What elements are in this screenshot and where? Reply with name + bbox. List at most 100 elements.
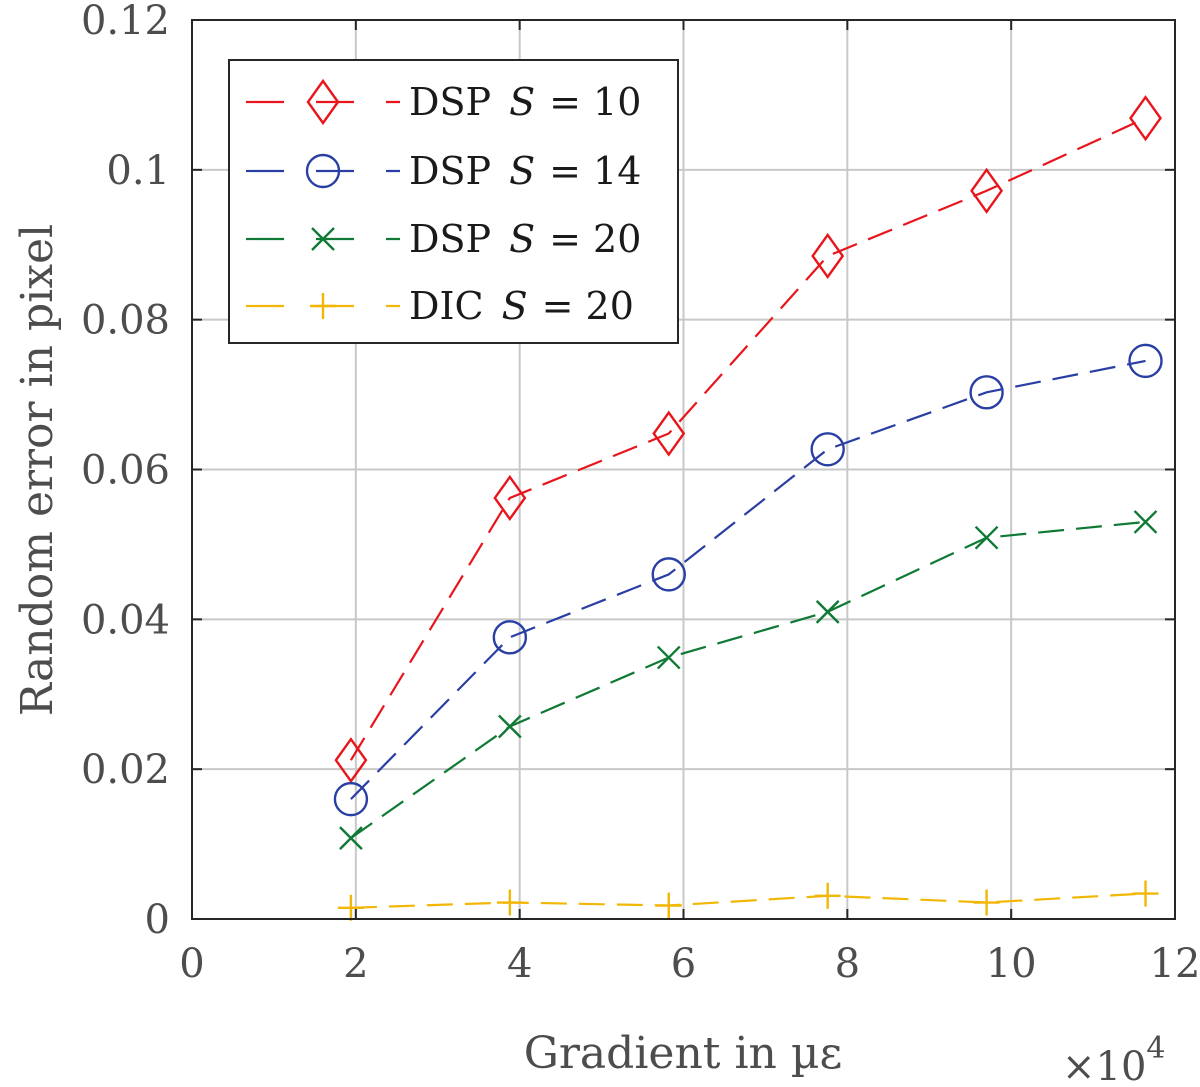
y-axis-label: Random error in pixel (12, 224, 63, 716)
data-point (497, 714, 522, 739)
series-2 (333, 343, 1163, 817)
series-line (350, 892, 1146, 909)
data-point (814, 882, 841, 909)
x-tick-label: 8 (835, 941, 860, 987)
y-tick-label: 0.12 (81, 0, 170, 44)
data-point (339, 826, 363, 850)
legend-variable: S (502, 284, 528, 328)
series-line (350, 359, 1146, 800)
x-tick-label: 2 (343, 941, 368, 987)
legend-value: = 20 (549, 217, 641, 261)
y-tick-label: 0.02 (81, 747, 170, 793)
legend-value: = 10 (549, 80, 641, 124)
data-point (496, 889, 523, 916)
data-point (969, 375, 1004, 410)
x-marker-stroke (497, 714, 522, 739)
diamond-marker-shape (652, 410, 686, 457)
x-axis-multiplier-base: ×10 (1062, 1044, 1146, 1087)
legend-entry-4: DIC S = 20 (246, 284, 634, 328)
x-marker-stroke (815, 599, 840, 624)
legend-label: DSP S = 10 (409, 80, 641, 124)
circle-marker-shape (810, 432, 845, 467)
data-point (970, 167, 1004, 214)
diamond-marker-shape (493, 474, 527, 522)
data-point (656, 645, 681, 670)
data-point (655, 892, 682, 919)
x-axis-label: Gradient in µε (524, 1028, 842, 1079)
data-point (652, 410, 686, 457)
data-point (651, 557, 686, 592)
diamond-marker-shape (306, 78, 340, 126)
y-tick-label: 0.06 (81, 448, 170, 494)
legend-marker (305, 153, 341, 189)
data-point (492, 620, 528, 655)
legend-entry-2: DSP S = 14 (246, 149, 641, 193)
legend-label: DSP S = 20 (409, 217, 641, 261)
y-tick-label: 0.08 (81, 298, 170, 344)
data-point (974, 525, 999, 550)
legend-method: DSP (409, 149, 491, 193)
x-marker-stroke (339, 826, 363, 850)
x-marker-stroke (974, 525, 999, 550)
x-marker-stroke (1133, 510, 1158, 534)
legend-value: = 14 (549, 149, 641, 193)
x-tick-label: 6 (671, 941, 696, 987)
diamond-marker-shape (1129, 95, 1162, 142)
legend-entry-3: DSP S = 20 (246, 217, 641, 261)
data-point (334, 737, 368, 784)
legend-variable: S (509, 217, 535, 261)
series-line (350, 520, 1146, 840)
data-point (1129, 95, 1162, 142)
x-tick-label: 12 (1150, 941, 1200, 987)
legend-box (228, 59, 679, 344)
x-axis-multiplier-exponent: 4 (1146, 1031, 1165, 1066)
series-3 (339, 510, 1158, 850)
data-point (337, 894, 364, 921)
series-1 (334, 95, 1162, 784)
circle-marker-shape (305, 153, 341, 189)
diamond-marker-shape (811, 232, 845, 280)
legend-variable: S (509, 80, 535, 124)
data-point (1133, 510, 1158, 534)
data-point (493, 474, 527, 522)
x-tick-label: 10 (986, 941, 1037, 987)
x-tick-label: 0 (179, 941, 204, 987)
circle-marker-shape (492, 620, 528, 655)
legend-label: DIC S = 20 (409, 284, 634, 328)
data-point (973, 889, 1000, 916)
data-point (811, 232, 845, 280)
tick-layer: 0 2 4 6 8 10 12 0 0.02 0.04 0.06 0.08 0.1 0.12 (81, 0, 1200, 987)
circle-marker-shape (651, 557, 686, 592)
legend-marker (311, 227, 335, 251)
data-point (815, 599, 840, 624)
x-axis-multiplier: ×104 (1062, 1031, 1166, 1087)
legend-marker (306, 78, 340, 126)
data-point (1128, 343, 1163, 379)
legend-method: DSP (409, 80, 491, 124)
legend-marker (310, 293, 336, 319)
legend-variable: S (509, 149, 535, 193)
circle-marker-shape (1128, 343, 1163, 379)
legend-label: DSP S = 14 (409, 149, 641, 193)
legend-value: = 20 (542, 284, 634, 328)
data-point (810, 432, 845, 467)
data-point (333, 781, 369, 817)
x-marker-stroke (656, 645, 681, 670)
y-tick-label: 0.04 (81, 597, 170, 643)
series-line (349, 117, 1146, 761)
x-tick-label: 4 (507, 941, 532, 987)
diamond-marker-shape (334, 737, 368, 784)
data-point (1132, 880, 1159, 907)
legend-method: DIC (409, 284, 484, 328)
diamond-marker-shape (970, 167, 1004, 214)
x-marker-stroke (311, 227, 335, 251)
circle-marker-shape (333, 781, 369, 817)
circle-marker-shape (969, 375, 1004, 410)
legend-method: DSP (409, 217, 491, 261)
y-tick-label: 0.1 (106, 148, 170, 194)
y-tick-label: 0 (145, 897, 170, 943)
series-layer (333, 95, 1163, 921)
